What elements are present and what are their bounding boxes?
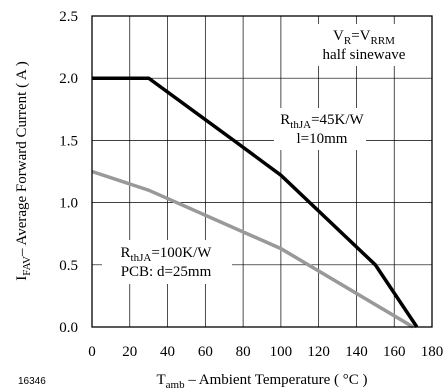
- conditions-label-line2: half sinewave: [323, 47, 406, 63]
- x-tick-label: 20: [122, 344, 137, 360]
- plot-frame: [91, 15, 433, 328]
- x-tick-labels: 0 20 40 60 80 100 120 140 160 180: [88, 344, 443, 360]
- y-axis-label: IFAV– Average Forward Current ( A ): [14, 61, 33, 280]
- curve-100-label-line2: PCB: d=25mm: [121, 264, 212, 280]
- x-axis-label: Tamb – Ambient Temperature ( °C ): [156, 372, 367, 391]
- series-group: [91, 76, 419, 329]
- curve-45-label-bg: [274, 108, 366, 150]
- x-tick-label: 60: [198, 344, 213, 360]
- y-tick-labels: 0.0 0.5 1.0 1.5 2.0 2.5: [59, 9, 78, 336]
- y-tick-label: 2.0: [59, 71, 78, 87]
- conditions-label-line1: VR=VRRM: [333, 28, 395, 47]
- x-tick-label: 120: [307, 344, 330, 360]
- curve-45-label-line2: l=10mm: [297, 131, 348, 147]
- x-tick-label: 140: [345, 344, 368, 360]
- curve-45-label-line1: RthJA=45K/W: [280, 112, 364, 131]
- x-tick-label: 80: [236, 344, 251, 360]
- curve-100-label-line1: RthJA=100K/W: [121, 245, 213, 264]
- y-tick-label: 1.5: [59, 133, 78, 149]
- y-tick-label: 2.5: [59, 9, 78, 25]
- y-tick-label: 0.0: [59, 320, 78, 336]
- x-tick-label: 100: [270, 344, 293, 360]
- y-tick-label: 0.5: [59, 258, 78, 274]
- x-tick-label: 40: [160, 344, 175, 360]
- curve-100-label-bg: [102, 240, 232, 284]
- x-tick-label: 180: [421, 344, 444, 360]
- figure-number: 16346: [18, 376, 46, 387]
- x-tick-label: 0: [88, 344, 96, 360]
- y-tick-label: 1.0: [59, 196, 78, 212]
- series-line-2: [91, 169, 414, 329]
- conditions-label-bg: [300, 24, 426, 66]
- series-line-1: [92, 76, 419, 328]
- x-tick-label: 160: [383, 344, 406, 360]
